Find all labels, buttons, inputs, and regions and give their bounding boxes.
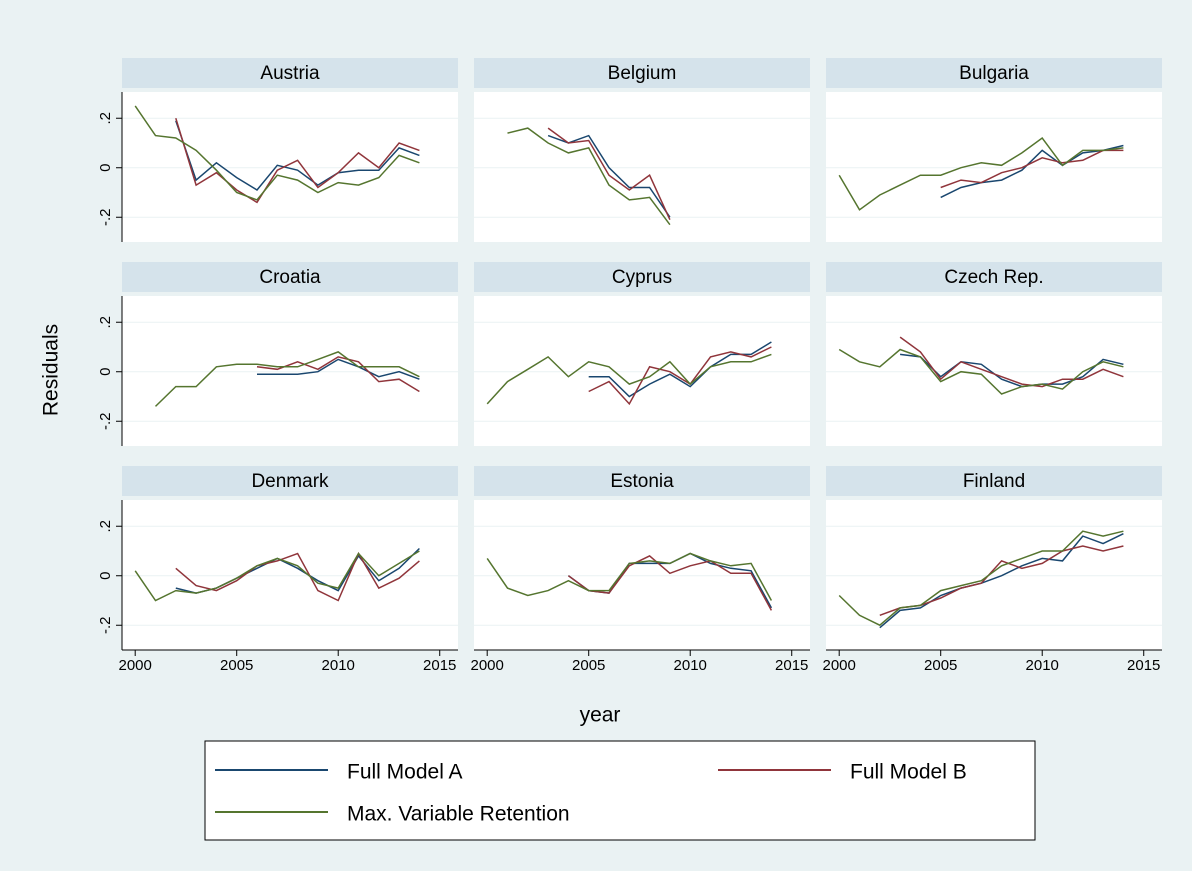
y-tick-label: 0: [97, 164, 114, 172]
plot-area: [474, 500, 810, 650]
plot-area: [826, 500, 1162, 650]
y-tick-label: -.2: [97, 208, 114, 226]
series-line: [838, 348, 1124, 395]
series-line: [257, 358, 420, 380]
legend-label: Full Model B: [850, 761, 967, 784]
panel-header: [122, 262, 458, 292]
series-line: [838, 530, 1124, 627]
y-tick-label: -.2: [97, 412, 114, 430]
panel-title: Czech Rep.: [944, 267, 1043, 288]
series-line: [899, 336, 1124, 388]
series-line: [175, 117, 420, 204]
y-tick-label: .2: [97, 520, 114, 533]
y-tick-label: 0: [97, 368, 114, 376]
panel-title: Bulgaria: [959, 63, 1029, 84]
x-tick-label: 2005: [572, 657, 605, 674]
y-tick-label: .2: [97, 316, 114, 329]
x-tick-label: 2000: [119, 657, 152, 674]
panel-header: [474, 262, 810, 292]
panel-header: [474, 58, 810, 88]
series-line: [940, 144, 1124, 199]
plot-area: [474, 92, 810, 242]
x-tick-label: 2015: [423, 657, 456, 674]
legend-label: Full Model A: [347, 761, 463, 784]
panel-title: Finland: [963, 471, 1025, 492]
panel-title: Cyprus: [612, 267, 672, 288]
y-tick-label: 0: [97, 572, 114, 580]
panel-header: [826, 262, 1162, 292]
plot-area: [122, 92, 458, 242]
y-tick-label: -.2: [97, 616, 114, 634]
plot-area: [826, 92, 1162, 242]
panel-title: Croatia: [259, 267, 321, 288]
x-tick-label: 2010: [322, 657, 355, 674]
x-tick-label: 2000: [823, 657, 856, 674]
x-tick-label: 2010: [674, 657, 707, 674]
x-tick-label: 2005: [220, 657, 253, 674]
x-tick-label: 2015: [775, 657, 808, 674]
series-line: [588, 346, 772, 406]
series-line: [940, 149, 1124, 189]
panel-header: [474, 466, 810, 496]
plot-area: [826, 296, 1162, 446]
panel-title: Belgium: [608, 63, 677, 84]
legend-label: Max. Variable Retention: [347, 803, 570, 826]
panel-title: Denmark: [251, 471, 329, 492]
series-line: [838, 136, 1124, 211]
series-line: [134, 550, 420, 602]
x-axis-label: year: [580, 704, 621, 727]
series-line: [486, 353, 772, 405]
panel-header: [122, 58, 458, 88]
x-tick-label: 2000: [471, 657, 504, 674]
series-line: [175, 120, 420, 191]
y-tick-label: .2: [97, 112, 114, 125]
panel-header: [826, 58, 1162, 88]
x-tick-label: 2005: [924, 657, 957, 674]
x-tick-label: 2010: [1026, 657, 1059, 674]
panel-title: Austria: [260, 63, 320, 84]
y-axis-label: Residuals: [40, 324, 63, 416]
series-line: [154, 351, 420, 407]
series-line: [175, 551, 420, 602]
panel-title: Estonia: [610, 471, 674, 492]
series-line: [879, 533, 1124, 629]
plot-area: [122, 500, 458, 650]
panel-header: [826, 466, 1162, 496]
series-line: [547, 127, 671, 221]
series-line: [567, 555, 773, 611]
panel-header: [122, 466, 458, 496]
series-line: [134, 105, 420, 201]
series-line: [507, 127, 671, 226]
series-line: [486, 552, 773, 601]
x-tick-label: 2015: [1127, 657, 1160, 674]
legend-box: [204, 740, 1036, 841]
